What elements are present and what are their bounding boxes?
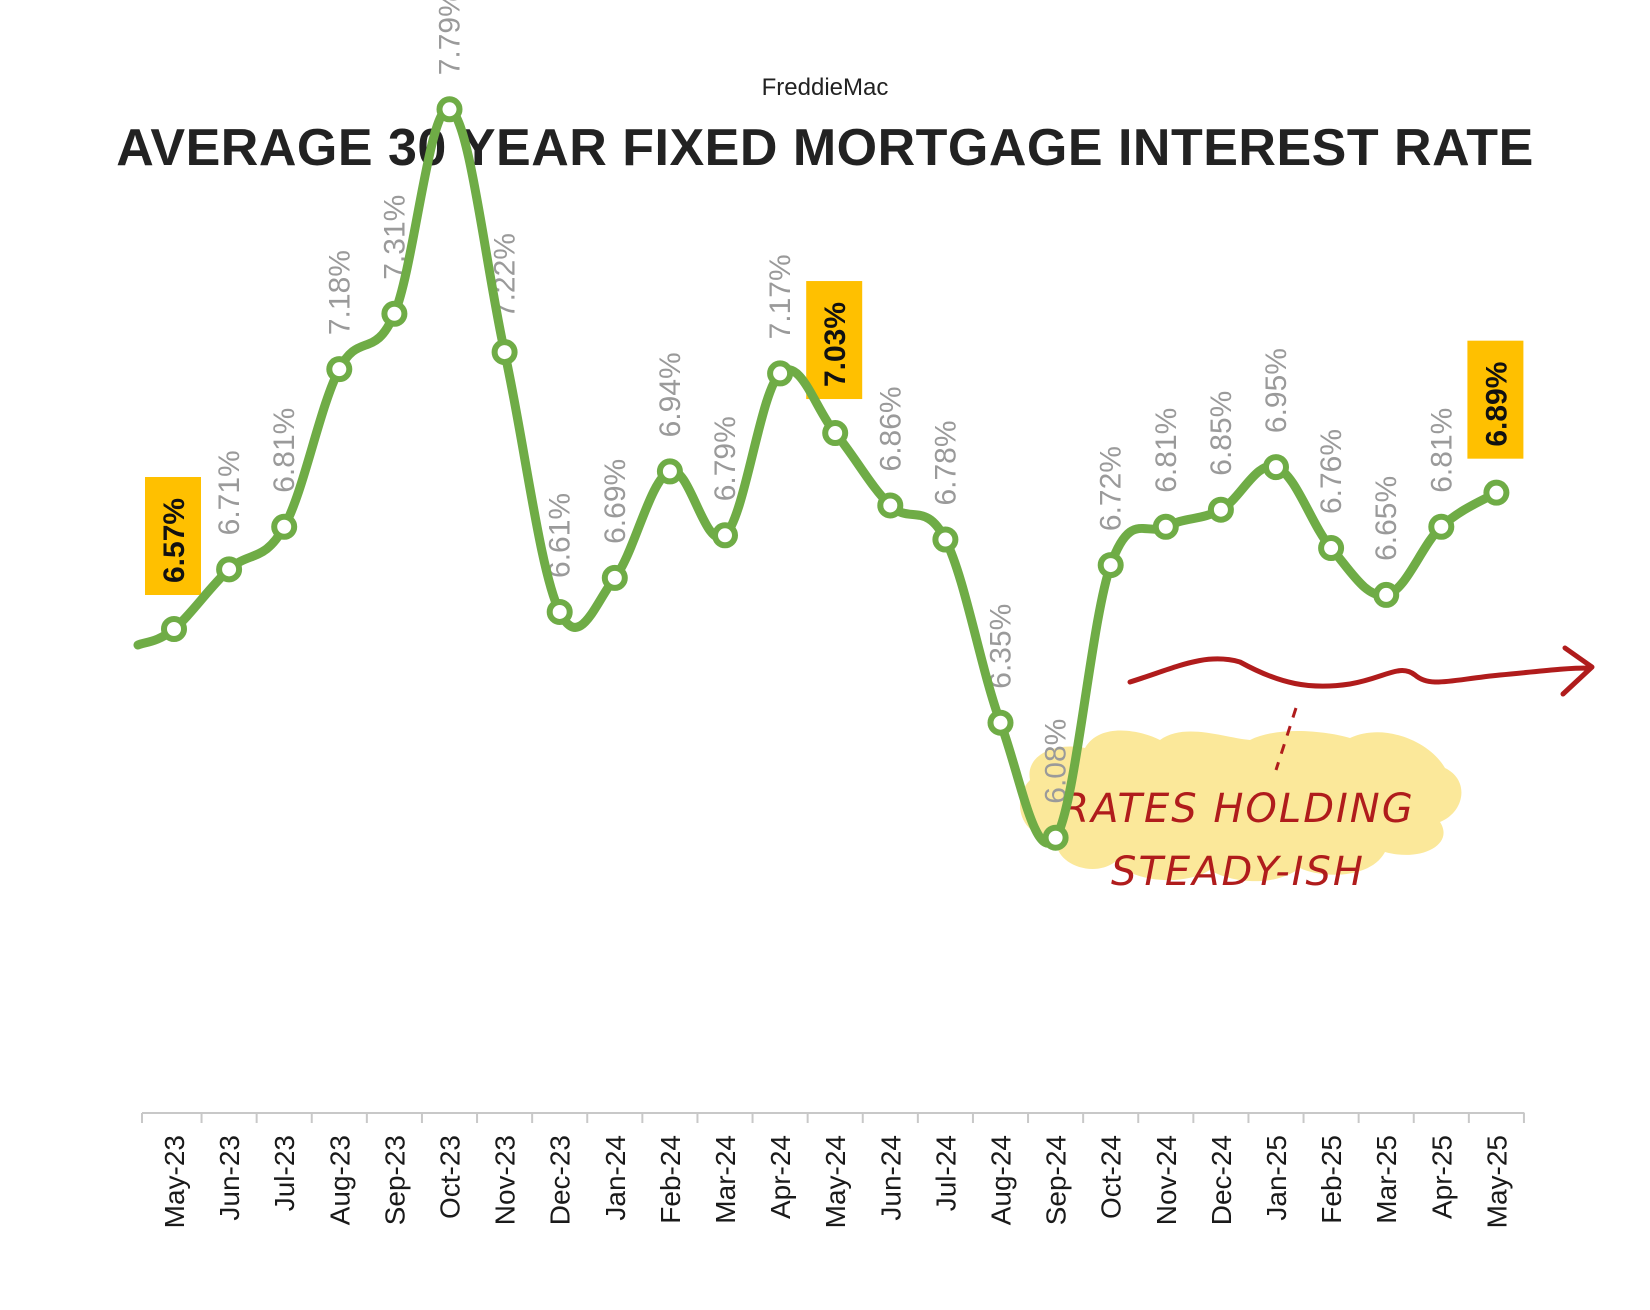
- x-tick-label: Mar-24: [710, 1135, 741, 1224]
- data-point: [1207, 496, 1234, 523]
- highlight-box: [1467, 340, 1524, 459]
- data-label: 6.86%: [874, 386, 907, 471]
- data-label: 6.65%: [1370, 476, 1403, 561]
- data-point: [1263, 454, 1289, 481]
- x-tick-label: May-25: [1481, 1135, 1512, 1228]
- data-label: 6.95%: [1260, 348, 1293, 433]
- annotation: RATES HOLDING STEADY-ISH: [1019, 645, 1595, 895]
- data-point: [767, 360, 794, 387]
- data-point: [436, 96, 463, 123]
- data-point: [822, 420, 849, 447]
- annotation-cloud: [1019, 730, 1462, 882]
- data-label: 6.76%: [1315, 429, 1348, 514]
- x-tick-label: Dec-24: [1206, 1135, 1237, 1225]
- x-tick-label: Aug-24: [986, 1135, 1017, 1225]
- data-label: 6.69%: [599, 459, 632, 544]
- x-tick-label: Jan-24: [600, 1135, 631, 1221]
- data-points: [161, 96, 1510, 851]
- data-point: [1152, 513, 1179, 540]
- data-point: [601, 564, 628, 591]
- data-label: 6.94%: [654, 352, 687, 437]
- data-point: [161, 616, 187, 642]
- data-label: 6.78%: [929, 420, 962, 505]
- data-label: 6.81%: [268, 408, 301, 493]
- x-tick-label: Nov-24: [1151, 1135, 1182, 1225]
- data-label: 6.72%: [1095, 446, 1128, 531]
- data-label: 6.85%: [1205, 391, 1238, 476]
- data-point: [987, 709, 1014, 736]
- data-label: 6.81%: [1425, 408, 1458, 493]
- annotation-line1: RATES HOLDING: [1061, 786, 1414, 832]
- x-tick-label: Feb-24: [655, 1135, 686, 1224]
- x-tick-label: Jun-23: [214, 1135, 245, 1221]
- x-tick-label: Oct-23: [435, 1135, 466, 1219]
- data-label: 7.79%: [434, 0, 467, 75]
- data-point: [656, 458, 683, 485]
- highlight-box: [806, 281, 863, 400]
- data-label: 6.79%: [709, 416, 742, 501]
- data-point: [712, 522, 738, 549]
- x-tick-label: Oct-24: [1096, 1135, 1127, 1219]
- x-tick-label: May-24: [820, 1135, 851, 1228]
- x-tick-label: Nov-23: [490, 1135, 521, 1225]
- data-point: [381, 300, 408, 327]
- annotation-line2: STEADY-ISH: [1111, 849, 1365, 895]
- data-point: [326, 356, 353, 383]
- data-label: 6.89%: [1480, 362, 1513, 447]
- chart-title: AVERAGE 30 YEAR FIXED MORTGAGE INTEREST …: [116, 119, 1534, 177]
- data-labels: 6.57%6.71%6.81%7.18%7.31%7.79%7.22%6.61%…: [145, 0, 1524, 804]
- data-label: 6.57%: [158, 498, 191, 583]
- x-tick-label: Apr-25: [1426, 1135, 1457, 1219]
- x-tick-label: Jul-23: [269, 1135, 300, 1211]
- x-tick-label: Jul-24: [930, 1135, 961, 1211]
- x-tick-label: Mar-25: [1371, 1135, 1402, 1224]
- x-tick-label: Dec-23: [545, 1135, 576, 1225]
- x-tick-label: Jun-24: [875, 1135, 906, 1221]
- x-tick-label: Sep-24: [1041, 1135, 1072, 1225]
- data-point: [546, 598, 573, 625]
- x-tick-label: Sep-23: [379, 1135, 410, 1225]
- x-tick-label: Jan-25: [1261, 1135, 1292, 1221]
- data-label: 7.03%: [819, 302, 852, 387]
- data-point: [491, 339, 518, 366]
- highlight-box: [145, 477, 201, 595]
- data-point: [1483, 479, 1510, 506]
- x-tick-label: Apr-24: [765, 1135, 796, 1219]
- data-label: 6.81%: [1150, 408, 1183, 493]
- x-axis: May-23 Jun-23 Jul-23 Aug-23 Sep-23 Oct-23 Nov-…: [141, 1112, 1525, 1228]
- data-label: 7.17%: [764, 254, 797, 339]
- data-label: 7.18%: [323, 250, 356, 335]
- data-point: [1097, 552, 1124, 579]
- chart-source: FreddieMac: [761, 74, 889, 101]
- data-point: [271, 513, 298, 540]
- x-tick-label: Aug-23: [324, 1135, 355, 1225]
- data-point: [877, 492, 904, 519]
- data-point: [932, 526, 959, 553]
- data-point: [216, 556, 243, 583]
- data-point: [1373, 581, 1400, 608]
- data-point: [1042, 824, 1069, 851]
- data-label: 6.71%: [213, 450, 246, 535]
- data-point: [1318, 535, 1345, 562]
- x-tick-label: May-23: [159, 1135, 190, 1228]
- annotation-arrow: [1127, 645, 1595, 697]
- x-tick-label: Feb-25: [1316, 1135, 1347, 1224]
- data-point: [1428, 513, 1455, 540]
